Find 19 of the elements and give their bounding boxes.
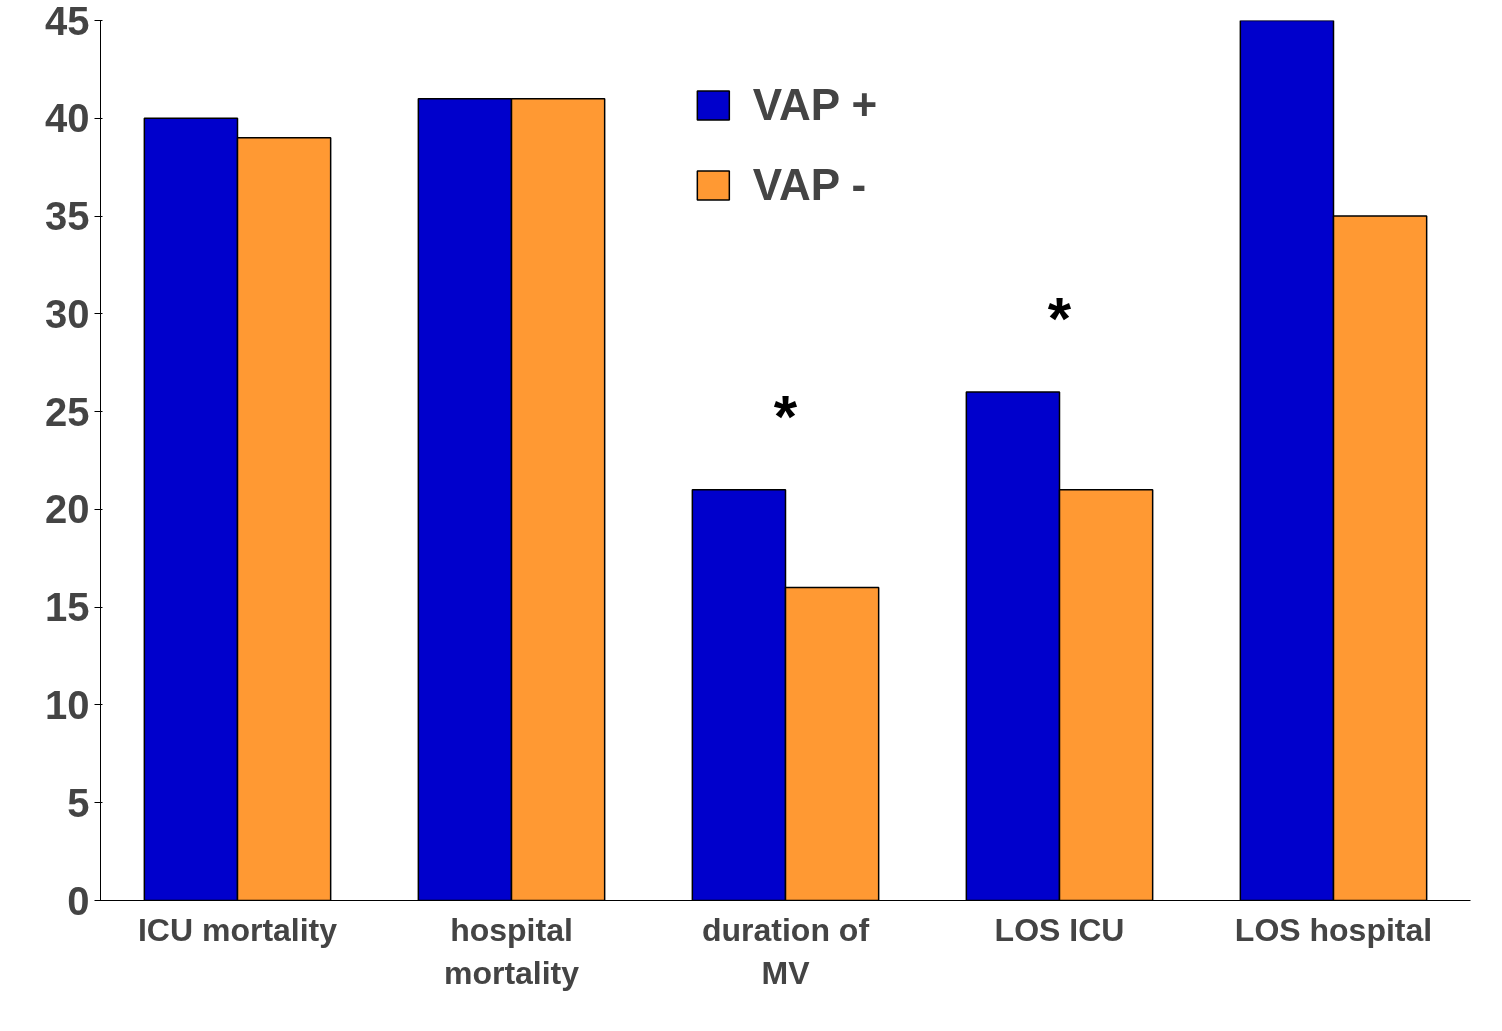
x-tick-label: hospital mortality xyxy=(443,911,580,991)
y-tick-label: 25 xyxy=(45,389,90,434)
y-tick-label: 45 xyxy=(45,0,90,43)
y-tick-label: 5 xyxy=(67,780,90,825)
legend-label: VAP + xyxy=(752,80,878,130)
x-tick-label: LOS hospital xyxy=(1234,911,1433,948)
y-tick-label: 0 xyxy=(67,878,90,923)
x-tick-label: ICU mortality xyxy=(137,911,338,948)
y-tick-label: 15 xyxy=(45,585,90,630)
y-tick-label: 40 xyxy=(45,96,90,141)
y-tick-label: 30 xyxy=(45,291,90,336)
annotation: * xyxy=(773,382,798,450)
y-tick-label: 10 xyxy=(45,682,90,727)
x-tick-label: LOS ICU xyxy=(994,911,1125,948)
y-tick-label: 35 xyxy=(45,194,90,239)
legend-label: VAP - xyxy=(752,160,867,210)
annotation: * xyxy=(1047,285,1072,353)
x-tick-label: duration of MV xyxy=(701,911,870,991)
y-tick-label: 20 xyxy=(45,487,90,532)
